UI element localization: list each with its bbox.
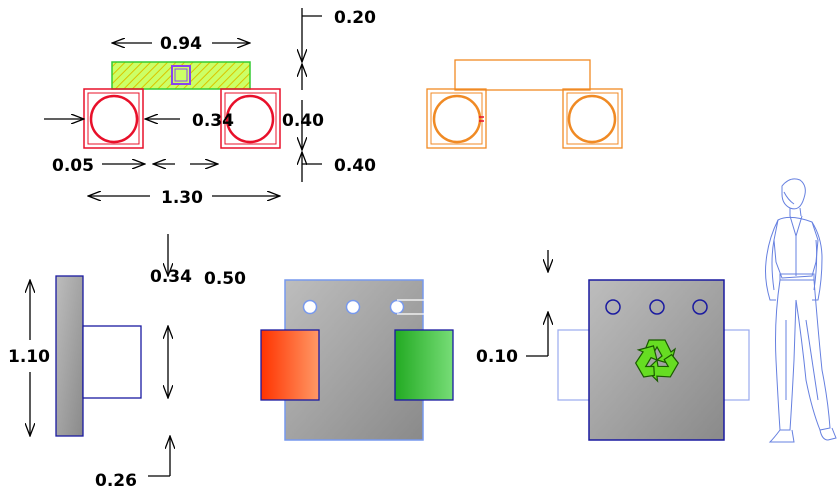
plan-box-left bbox=[83, 88, 144, 149]
side-bin bbox=[82, 325, 142, 399]
dim-side-depth: 0.34 bbox=[150, 267, 192, 287]
hole-1 bbox=[302, 299, 318, 315]
dim-side-gap: 0.50 bbox=[204, 269, 246, 289]
person-figure-icon bbox=[765, 178, 837, 443]
dim-total-width: 1.30 bbox=[161, 188, 203, 208]
dim-side-bottom: 0.26 bbox=[95, 471, 137, 491]
hole-a bbox=[605, 299, 621, 315]
dim-side-height: 1.10 bbox=[8, 347, 50, 367]
orange-plan-view bbox=[426, 59, 623, 149]
center-square bbox=[171, 65, 191, 85]
front-view-recycle: 0.10 bbox=[476, 250, 750, 441]
dim-top-height: 0.20 bbox=[334, 8, 376, 28]
dim-hole-offset: 0.10 bbox=[476, 347, 518, 367]
dim-top-width: 0.94 bbox=[160, 34, 202, 54]
side-panel bbox=[55, 275, 84, 437]
side-bin-right-outline bbox=[722, 329, 750, 401]
center-square-inner bbox=[174, 68, 188, 82]
dim-offset-left: 0.05 bbox=[52, 156, 94, 176]
bin-red bbox=[260, 329, 320, 401]
dim-lower-height: 0.40 bbox=[334, 156, 376, 176]
hole-3 bbox=[389, 299, 405, 315]
hole-c bbox=[692, 299, 708, 315]
front-view-colored bbox=[260, 279, 454, 441]
side-view: 1.10 0.34 0.50 0.26 bbox=[8, 234, 246, 491]
plan-box-right bbox=[220, 88, 281, 149]
hole-2 bbox=[345, 299, 361, 315]
dim-gap-inner: 0.34 bbox=[192, 111, 234, 131]
side-bin-left-outline bbox=[557, 329, 591, 401]
bin-green bbox=[394, 329, 454, 401]
hole-b bbox=[649, 299, 665, 315]
plan-view: 0.94 0.20 0.40 0.34 0.05 0.40 1.30 bbox=[44, 8, 376, 208]
dim-box-height: 0.40 bbox=[282, 111, 324, 131]
recycle-icon bbox=[634, 339, 680, 383]
